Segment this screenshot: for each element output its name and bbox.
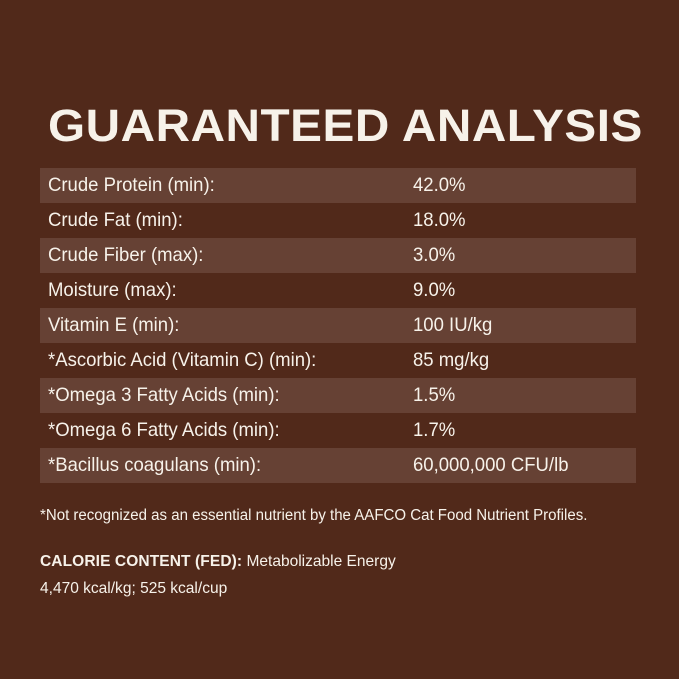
- calorie-content-heading-line: CALORIE CONTENT (FED): Metabolizable Ene…: [40, 548, 632, 575]
- nutrient-value: 18.0%: [413, 209, 466, 231]
- nutrient-value: 60,000,000 CFU/lb: [413, 454, 569, 476]
- table-row: *Omega 6 Fatty Acids (min): 1.7%: [40, 413, 636, 448]
- table-row: Crude Fiber (max): 3.0%: [40, 238, 636, 273]
- nutrient-value: 3.0%: [413, 244, 456, 266]
- table-row: *Omega 3 Fatty Acids (min): 1.5%: [40, 378, 636, 413]
- nutrient-label: Vitamin E (min):: [48, 314, 180, 336]
- nutrient-value: 85 mg/kg: [413, 349, 490, 371]
- calorie-content-detail: 4,470 kcal/kg; 525 kcal/cup: [40, 580, 228, 597]
- nutrient-label: Crude Fiber (max):: [48, 244, 204, 266]
- nutrient-value: 42.0%: [413, 174, 466, 196]
- table-row: Vitamin E (min): 100 IU/kg: [40, 308, 636, 343]
- guaranteed-analysis-table: Crude Protein (min): 42.0% Crude Fat (min)…: [40, 168, 636, 483]
- table-row: Crude Fat (min): 18.0%: [40, 203, 636, 238]
- table-row: *Ascorbic Acid (Vitamin C) (min): 85 mg/k…: [40, 343, 636, 378]
- table-row: Crude Protein (min): 42.0%: [40, 168, 636, 203]
- nutrient-value: 1.7%: [413, 419, 456, 441]
- footnote-text: *Not recognized as an essential nutrient…: [40, 507, 588, 524]
- nutrient-label: Moisture (max):: [48, 279, 177, 301]
- nutrient-label: *Bacillus coagulans (min):: [48, 454, 262, 476]
- nutrient-value: 9.0%: [413, 279, 456, 301]
- nutrient-label: *Omega 3 Fatty Acids (min):: [48, 384, 280, 406]
- nutrient-label: Crude Protein (min):: [48, 174, 215, 196]
- calorie-content-heading: CALORIE CONTENT (FED):: [40, 553, 243, 570]
- page-title: GUARANTEED ANALYSIS: [48, 100, 643, 151]
- table-row: *Bacillus coagulans (min): 60,000,000 CFU…: [40, 448, 636, 483]
- nutrient-label: Crude Fat (min):: [48, 209, 183, 231]
- nutrient-label: *Omega 6 Fatty Acids (min):: [48, 419, 280, 441]
- calorie-content-block: CALORIE CONTENT (FED): Metabolizable Ene…: [40, 548, 650, 602]
- nutrient-label: *Ascorbic Acid (Vitamin C) (min):: [48, 349, 317, 371]
- nutrient-value: 100 IU/kg: [413, 314, 493, 336]
- calorie-content-heading-suffix: Metabolizable Energy: [242, 553, 396, 570]
- nutrient-value: 1.5%: [413, 384, 456, 406]
- table-row: Moisture (max): 9.0%: [40, 273, 636, 308]
